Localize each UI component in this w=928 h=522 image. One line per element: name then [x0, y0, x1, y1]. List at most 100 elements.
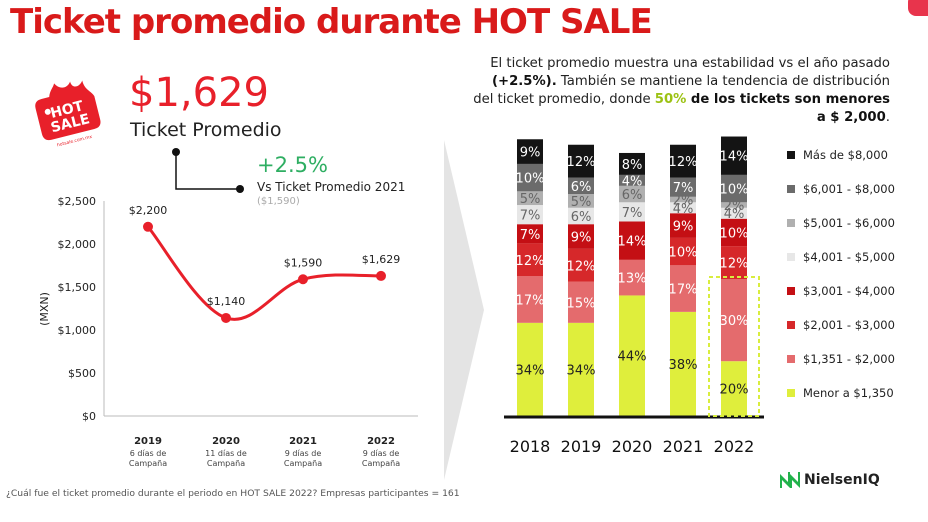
bar-segment [670, 202, 696, 214]
bar-value-label: 7% [520, 209, 541, 224]
bar-segment [721, 218, 747, 247]
bar-segment [568, 177, 594, 195]
bar-segment [619, 174, 645, 186]
x-tick-note: Campaña [207, 459, 245, 468]
y-tick-label: $500 [68, 367, 96, 380]
bar-segment [517, 191, 543, 206]
legend-swatch [787, 253, 795, 261]
legend-label: Más de $8,000 [803, 148, 888, 162]
hot-sale-logo: HOT SALE hotsale.com.mx [32, 74, 112, 159]
description-end: . [885, 110, 890, 125]
bar-value-label: 12% [516, 254, 545, 269]
x-tick-label: 2022 [714, 437, 755, 456]
legend-swatch [787, 219, 795, 227]
x-tick-note: Campaña [362, 459, 400, 468]
bar-segment [517, 163, 543, 192]
chevron-arrow-icon [444, 140, 484, 480]
bar-segment [670, 265, 696, 312]
bar-value-label: 14% [618, 235, 647, 250]
bar-value-label: 12% [720, 257, 749, 272]
average-ticket-label: Ticket Promedio [130, 119, 282, 141]
bar-value-label: 30% [720, 314, 749, 329]
bar-value-label: 34% [567, 363, 596, 378]
description-part1: El ticket promedio muestra una estabilid… [490, 56, 890, 71]
nielsen-logo: NielsenIQ [778, 470, 880, 490]
data-label: $2,200 [129, 204, 168, 217]
bar-value-label: 4% [724, 207, 745, 222]
bar-segment [721, 279, 747, 362]
bar-segment [517, 139, 543, 164]
change-percentage: +2.5% [257, 153, 328, 177]
bar-segment [670, 213, 696, 238]
bar-value-label: 20% [720, 383, 749, 398]
bar-value-label: 7% [673, 181, 694, 196]
description-highlight: 50% [654, 92, 687, 107]
x-tick-note: 6 días de [130, 449, 167, 458]
bar-segment [721, 361, 747, 416]
bar-value-label: 15% [567, 296, 596, 311]
bar-segment [619, 202, 645, 222]
y-tick-label: $2,500 [58, 195, 97, 208]
data-label: $1,629 [362, 253, 401, 266]
bar-value-label: 44% [618, 350, 647, 365]
bar-value-label: 38% [669, 358, 698, 373]
bar-segment [619, 295, 645, 416]
nielsen-brand-text: NielsenIQ [804, 472, 880, 488]
y-tick-label: $2,000 [58, 238, 97, 251]
x-tick-note: Campaña [129, 459, 167, 468]
legend-label: $4,001 - $5,000 [803, 250, 895, 264]
bar-segment [619, 221, 645, 260]
bar-value-label: 14% [720, 150, 749, 165]
x-tick-label: 2021 [289, 436, 317, 447]
average-ticket-value: $1,629 [129, 70, 269, 116]
bar-segment [721, 246, 747, 279]
footnote: ¿Cuál fue el ticket promedio durante el … [6, 488, 460, 499]
bar-segment [721, 202, 747, 208]
bar-value-label: 10% [669, 246, 698, 261]
bar-segment [568, 281, 594, 323]
bar-segment [568, 224, 594, 249]
comparison-label: Vs Ticket Promedio 2021 [257, 180, 406, 194]
legend-label: $1,351 - $2,000 [803, 352, 895, 366]
bar-value-label: 17% [669, 283, 698, 298]
bar-value-label: 34% [516, 363, 545, 378]
bar-segment [670, 196, 696, 203]
bar-value-label: 6% [571, 210, 592, 225]
bar-segment [568, 207, 594, 225]
description-change: (+2.5%). [492, 74, 557, 89]
x-tick-note: 9 días de [285, 449, 322, 458]
bar-value-label: 10% [516, 172, 545, 187]
page-title: Ticket promedio durante HOT SALE [10, 2, 653, 42]
x-tick-note: 11 días de [205, 449, 247, 458]
x-tick-label: 2021 [663, 437, 704, 456]
bar-value-label: 12% [669, 155, 698, 170]
description-bold: de los tickets son menores a $ 2,000 [686, 92, 890, 125]
bar-value-label: 7% [622, 206, 643, 221]
bar-segment [721, 207, 747, 219]
bar-segment [619, 152, 645, 175]
logo-line1: HOT [49, 98, 85, 122]
bar-segment [619, 185, 645, 203]
bar-value-label: 7% [520, 228, 541, 243]
bar-value-label: 8% [622, 158, 643, 173]
bar-segment [721, 174, 747, 203]
bar-value-label: 9% [673, 220, 694, 235]
bar-value-label: 2% [673, 194, 694, 209]
comparison-previous-value: ($1,590) [257, 196, 300, 207]
series-line [146, 225, 382, 321]
bar-segment [517, 224, 543, 244]
highlight-box [708, 276, 760, 417]
x-tick-label: 2019 [134, 436, 162, 447]
bar-segment [517, 322, 543, 416]
legend-label: $3,001 - $4,000 [803, 284, 895, 298]
data-point [221, 312, 231, 323]
bar-segment [517, 243, 543, 277]
corner-decoration [908, 0, 928, 16]
bar-value-label: 6% [622, 188, 643, 203]
bar-value-label: 12% [567, 155, 596, 170]
connector-bracket [172, 148, 244, 193]
bar-value-label: 5% [571, 195, 592, 210]
bar-segment [619, 259, 645, 296]
bar-value-label: 10% [720, 183, 749, 198]
bar-segment [670, 311, 696, 416]
